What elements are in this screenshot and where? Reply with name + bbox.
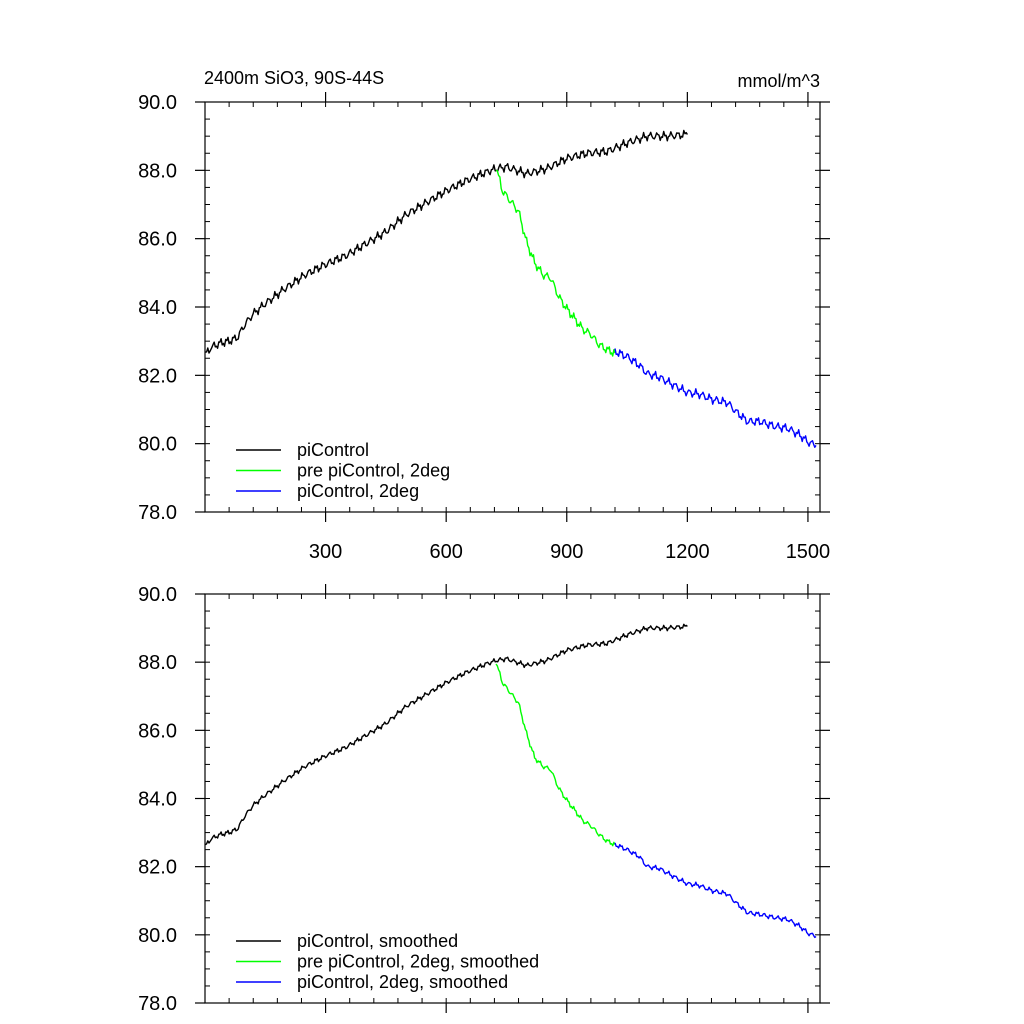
series-line-picontrol-2deg-smoothed — [614, 842, 817, 939]
x-tick-label: 300 — [309, 541, 342, 563]
bottom-panel: 78.0 80.0 82.0 84.0 86.0 88.0 90.0 piControl, s… — [138, 584, 830, 1015]
legend-label: pre piControl, 2deg — [297, 461, 450, 481]
legend-label: piControl — [297, 440, 369, 460]
y-tick-label: 78.0 — [138, 993, 177, 1015]
top-panel: 2400m SiO3, 90S-44S mmol/m^3 300 600 900 12… — [138, 68, 830, 563]
x-tick-label: 1200 — [665, 541, 710, 563]
y-tick-label: 84.0 — [138, 297, 177, 319]
unit-label: mmol/m^3 — [738, 71, 820, 91]
legend-label: pre piControl, 2deg, smoothed — [297, 952, 539, 972]
series-line-picontrol-smoothed — [204, 623, 688, 846]
series-line-pre-picontrol-2deg-smoothed — [495, 663, 616, 847]
chart-title: 2400m SiO3, 90S-44S — [204, 68, 384, 88]
y-tick-label: 86.0 — [138, 229, 177, 251]
y-tick-label: 90.0 — [138, 584, 177, 606]
series-line-pre-picontrol-2deg — [495, 169, 616, 357]
x-tick-label: 900 — [550, 541, 583, 563]
y-tick-label: 78.0 — [138, 502, 177, 524]
y-tick-label: 90.0 — [138, 92, 177, 114]
x-tick-label: 1500 — [786, 541, 831, 563]
y-tick-label: 88.0 — [138, 160, 177, 182]
legend-label: piControl, 2deg, smoothed — [297, 972, 508, 992]
y-tick-label: 88.0 — [138, 652, 177, 674]
x-tick-label: 600 — [429, 541, 462, 563]
series-line-picontrol — [205, 129, 688, 354]
y-tick-label: 86.0 — [138, 720, 177, 742]
legend-label: piControl, smoothed — [297, 931, 458, 951]
series-line-picontrol-2deg — [614, 348, 817, 448]
y-tick-label: 84.0 — [138, 789, 177, 811]
legend-label: piControl, 2deg — [297, 481, 419, 501]
y-tick-label: 82.0 — [138, 857, 177, 879]
y-tick-label: 82.0 — [138, 365, 177, 387]
y-tick-label: 80.0 — [138, 434, 177, 456]
y-tick-label: 80.0 — [138, 925, 177, 947]
